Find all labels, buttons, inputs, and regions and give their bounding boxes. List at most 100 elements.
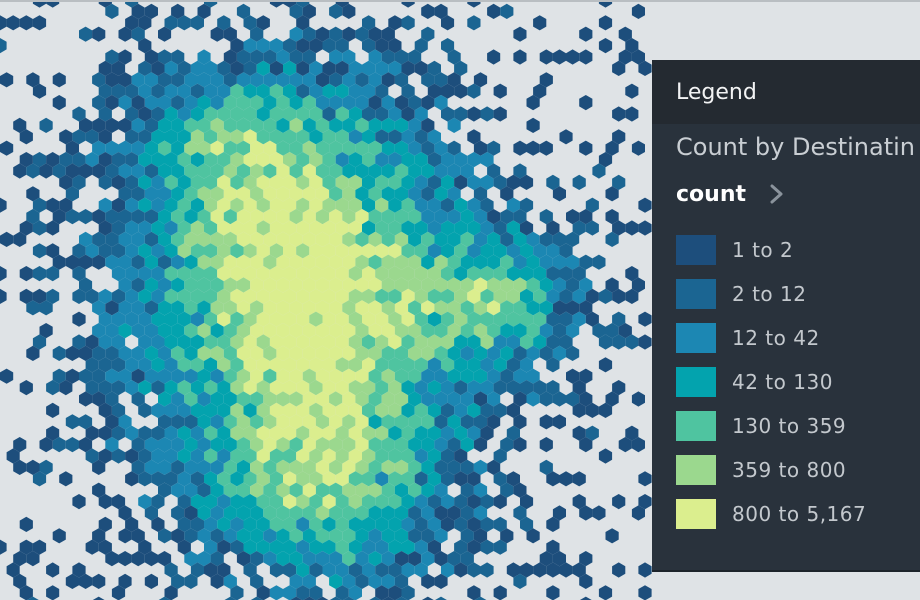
hex-bin[interactable] (236, 323, 251, 339)
hex-bin[interactable] (493, 448, 507, 464)
hex-bin[interactable] (335, 334, 349, 350)
hex-bin[interactable] (144, 72, 158, 88)
hex-bin[interactable] (131, 72, 145, 88)
hex-bin[interactable] (375, 220, 389, 236)
hex-bin[interactable] (533, 15, 547, 31)
hex-bin[interactable] (190, 197, 204, 213)
hex-bin[interactable] (375, 402, 389, 418)
hex-bin[interactable] (460, 345, 474, 361)
hex-bin[interactable] (144, 437, 158, 453)
hex-bin[interactable] (210, 414, 224, 430)
hex-bin[interactable] (269, 334, 283, 350)
hex-bin[interactable] (598, 402, 613, 418)
hex-bin[interactable] (256, 334, 270, 350)
hex-bin[interactable] (302, 368, 316, 384)
hex-bin[interactable] (250, 551, 264, 567)
hex-bin[interactable] (19, 516, 33, 532)
hex-bin[interactable] (388, 334, 402, 350)
hex-bin[interactable] (348, 516, 362, 532)
hex-bin[interactable] (315, 117, 330, 133)
hex-bin[interactable] (520, 197, 534, 213)
hex-bin[interactable] (500, 254, 514, 270)
hex-bin[interactable] (342, 482, 356, 498)
hex-bin[interactable] (144, 323, 158, 339)
hex-bin[interactable] (309, 380, 323, 396)
hex-bin[interactable] (394, 345, 409, 361)
hex-bin[interactable] (250, 596, 263, 600)
hex-bin[interactable] (164, 562, 178, 578)
hex-bin[interactable] (625, 288, 639, 304)
hex-bin[interactable] (190, 152, 204, 168)
hex-bin[interactable] (566, 391, 580, 407)
hex-bin[interactable] (223, 254, 237, 270)
hex-bin[interactable] (434, 95, 448, 111)
hex-bin[interactable] (315, 186, 330, 202)
hex-bin[interactable] (315, 95, 330, 111)
hex-bin[interactable] (473, 414, 488, 430)
hex-bin[interactable] (441, 425, 455, 441)
hex-bin[interactable] (368, 437, 382, 453)
hex-bin[interactable] (513, 277, 527, 293)
hex-bin[interactable] (230, 357, 244, 373)
hex-bin[interactable] (217, 15, 231, 31)
hex-bin[interactable] (32, 288, 47, 304)
hex-bin[interactable] (329, 117, 343, 133)
hex-bin[interactable] (105, 437, 119, 453)
hex-bin[interactable] (342, 163, 356, 179)
hex-bin[interactable] (0, 38, 7, 54)
hex-bin[interactable] (26, 551, 40, 567)
hex-bin[interactable] (79, 254, 93, 270)
hex-bin[interactable] (473, 482, 488, 498)
hex-bin[interactable] (250, 300, 264, 316)
hex-bin[interactable] (533, 243, 547, 259)
hex-bin[interactable] (263, 459, 277, 475)
hex-bin[interactable] (118, 163, 132, 179)
hex-bin[interactable] (105, 209, 119, 225)
hex-bin[interactable] (401, 585, 415, 600)
hex-bin[interactable] (533, 266, 547, 282)
hex-bin[interactable] (552, 505, 566, 521)
hex-bin[interactable] (158, 368, 172, 384)
hex-bin[interactable] (256, 585, 270, 600)
hex-bin[interactable] (427, 174, 441, 190)
hex-bin[interactable] (118, 573, 132, 589)
hex-bin[interactable] (302, 414, 316, 430)
hex-bin[interactable] (269, 539, 283, 555)
hex-bin[interactable] (125, 266, 139, 282)
hex-bin[interactable] (98, 106, 112, 122)
hex-bin[interactable] (0, 72, 14, 88)
hex-bin[interactable] (98, 425, 112, 441)
hex-bin[interactable] (421, 254, 435, 270)
hex-bin[interactable] (329, 368, 343, 384)
hex-bin[interactable] (125, 152, 139, 168)
hex-bin[interactable] (197, 368, 211, 384)
hex-bin[interactable] (513, 231, 527, 247)
hex-bin[interactable] (177, 494, 191, 510)
hex-bin[interactable] (289, 528, 303, 544)
hex-bin[interactable] (158, 231, 172, 247)
hex-bin[interactable] (394, 437, 409, 453)
hex-bin[interactable] (190, 83, 204, 99)
hex-bin[interactable] (0, 15, 7, 31)
hex-bin[interactable] (329, 231, 343, 247)
hex-bin[interactable] (362, 15, 376, 31)
hex-bin[interactable] (302, 49, 316, 65)
hex-bin[interactable] (26, 163, 40, 179)
hex-bin[interactable] (79, 277, 93, 293)
hex-bin[interactable] (6, 15, 20, 31)
hex-bin[interactable] (158, 95, 172, 111)
hex-bin[interactable] (394, 391, 409, 407)
hex-bin[interactable] (309, 152, 323, 168)
hex-bin[interactable] (263, 209, 277, 225)
hex-bin[interactable] (204, 106, 218, 122)
hex-bin[interactable] (190, 311, 204, 327)
hex-bin[interactable] (269, 471, 283, 487)
hex-bin[interactable] (329, 459, 343, 475)
hex-bin[interactable] (427, 220, 441, 236)
hex-bin[interactable] (296, 585, 310, 600)
hex-bin[interactable] (546, 220, 560, 236)
hex-bin[interactable] (138, 539, 152, 555)
hex-bin[interactable] (618, 49, 632, 65)
hex-bin[interactable] (408, 49, 422, 65)
hex-bin[interactable] (223, 49, 237, 65)
